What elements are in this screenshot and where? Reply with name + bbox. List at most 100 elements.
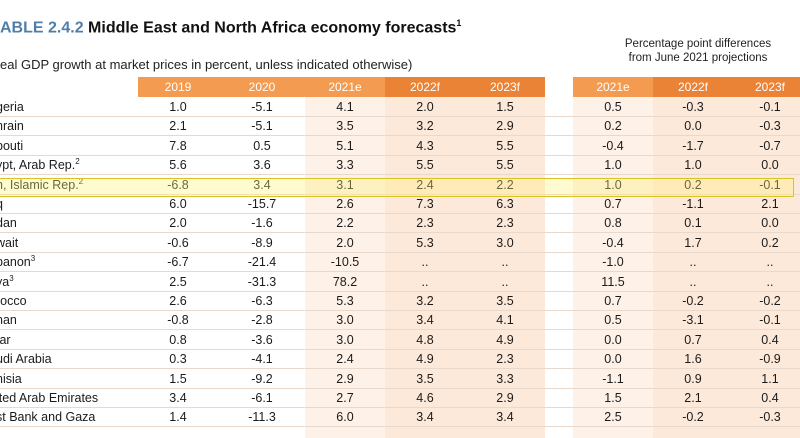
table-cell: 3.3 <box>336 158 354 172</box>
table-cell: -5.1 <box>251 119 273 133</box>
table-cell: 3.3 <box>496 372 514 386</box>
diff-cell: -0.1 <box>759 178 781 192</box>
row-label: nan <box>0 310 17 330</box>
diff-cell: 0.2 <box>684 178 702 192</box>
table-cell: 2.2 <box>336 216 354 230</box>
diff-cell: 1.0 <box>604 178 622 192</box>
diff-cell: 0.7 <box>684 333 702 347</box>
row-label-footnote: 3 <box>30 253 36 263</box>
table-cell: .. <box>501 275 509 289</box>
row-label: banon3 <box>0 252 35 272</box>
row-label: ypt, Arab Rep.2 <box>0 155 80 175</box>
table-cell: 3.4 <box>416 313 434 327</box>
table-cell: 4.9 <box>496 333 514 347</box>
table-cell: 5.3 <box>336 294 354 308</box>
table-cell: 3.5 <box>416 372 434 386</box>
column-header-main: 2020 <box>248 80 276 94</box>
table-cell: 2.0 <box>169 216 187 230</box>
diff-cell: 2.5 <box>604 410 622 424</box>
table-cell: -6.7 <box>167 255 189 269</box>
row-divider <box>0 213 800 214</box>
diff-cell: -0.3 <box>759 119 781 133</box>
row-label-text: nan <box>0 313 17 327</box>
table-cell: 3.0 <box>336 313 354 327</box>
diff-cell: 0.2 <box>604 119 622 133</box>
table-cell: 3.4 <box>496 410 514 424</box>
diff-cell: -0.9 <box>759 352 781 366</box>
table-cell: -15.7 <box>247 197 277 211</box>
row-label: tar <box>0 330 11 350</box>
row-label-text: st Bank and Gaza <box>0 410 96 424</box>
table-cell: -5.1 <box>251 100 273 114</box>
diff-cell: 0.7 <box>604 197 622 211</box>
row-label-text: q <box>0 197 3 211</box>
table-cell: -31.3 <box>247 275 277 289</box>
table-cell: 4.9 <box>416 352 434 366</box>
diff-cell: -1.1 <box>682 197 704 211</box>
column-header-main: 2022f <box>409 80 441 94</box>
diff-cell: -0.4 <box>602 139 624 153</box>
diff-cell: -0.1 <box>759 313 781 327</box>
row-label-text: bouti <box>0 139 24 153</box>
diff-cell: 1.7 <box>684 236 702 250</box>
table-cell: 0.5 <box>253 139 271 153</box>
row-divider <box>0 310 800 311</box>
diff-cell: 0.9 <box>684 372 702 386</box>
table-cell: 1.5 <box>169 372 187 386</box>
diff-cell: 1.0 <box>604 158 622 172</box>
table-cell: -21.4 <box>247 255 277 269</box>
row-label: udi Arabia <box>0 349 52 369</box>
table-cell: 2.9 <box>336 372 354 386</box>
table-cell: 2.0 <box>416 100 434 114</box>
table-cell: 2.9 <box>496 119 514 133</box>
row-label-text: banon <box>0 255 31 269</box>
diff-cell: 0.0 <box>684 119 702 133</box>
diff-cell: 2.1 <box>761 197 779 211</box>
diff-cell: -1.7 <box>682 139 704 153</box>
diff-cell: .. <box>689 255 697 269</box>
row-label-text: ya <box>0 275 10 289</box>
row-label: dan <box>0 213 17 233</box>
table-cell: -9.2 <box>251 372 273 386</box>
diff-cell: -0.2 <box>682 294 704 308</box>
row-label: st Bank and Gaza <box>0 407 95 427</box>
table-cell: 1.0 <box>169 100 187 114</box>
table-cell: 3.2 <box>416 294 434 308</box>
column-header-diff: 2023f <box>754 80 786 94</box>
row-label-text: tar <box>0 333 11 347</box>
table-cell: 2.6 <box>336 197 354 211</box>
table-cell: -11.3 <box>248 410 276 424</box>
table-cell: 2.1 <box>169 119 187 133</box>
shade-main-2021e <box>305 97 385 438</box>
column-header-main: 2021e <box>328 80 362 94</box>
row-label: n, Islamic Rep.2 <box>0 175 83 195</box>
percentage-point-note: Percentage point differences from June 2… <box>598 37 798 65</box>
row-label-footnote: 2 <box>78 176 84 186</box>
table-cell: 4.1 <box>336 100 354 114</box>
diff-cell: 0.4 <box>761 391 779 405</box>
table-cell: 4.8 <box>416 333 434 347</box>
row-label-text: rocco <box>0 294 27 308</box>
row-divider <box>0 368 800 369</box>
diff-cell: -0.2 <box>682 410 704 424</box>
diff-cell: 2.1 <box>684 391 702 405</box>
column-header-main: 2019 <box>164 80 192 94</box>
diff-cell: 11.5 <box>601 275 625 289</box>
row-label: bouti <box>0 136 23 156</box>
table-cell: 1.4 <box>169 410 187 424</box>
row-divider <box>0 116 800 117</box>
diff-cell: 0.2 <box>761 236 779 250</box>
row-divider <box>0 194 800 195</box>
diff-cell: .. <box>766 255 774 269</box>
table-cell: 2.5 <box>169 275 187 289</box>
table-cell: 0.8 <box>169 333 187 347</box>
row-label-text: geria <box>0 100 24 114</box>
row-divider <box>0 155 800 156</box>
row-label-text: hrain <box>0 119 24 133</box>
row-label: rocco <box>0 291 27 311</box>
diff-cell: -0.3 <box>759 410 781 424</box>
row-divider <box>0 291 800 292</box>
diff-cell: 1.5 <box>604 391 622 405</box>
table-cell: 1.5 <box>496 100 514 114</box>
table-cell: 4.1 <box>496 313 514 327</box>
